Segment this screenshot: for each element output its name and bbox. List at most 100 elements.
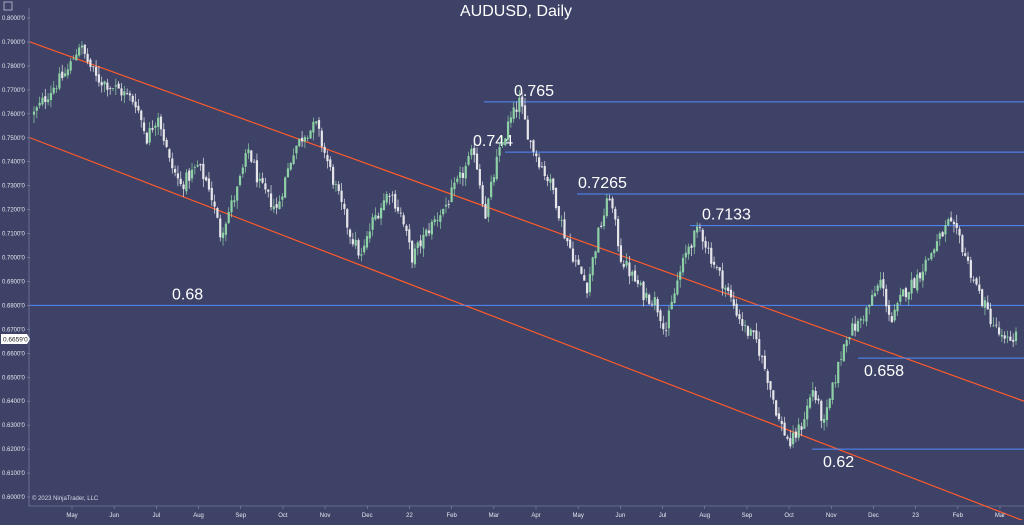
candle-body — [258, 178, 261, 181]
y-tick-label: 0.6800'0 — [2, 303, 25, 309]
candle-body — [461, 172, 465, 178]
candle-body — [402, 215, 405, 225]
candle-body — [893, 309, 896, 321]
candle-body — [453, 182, 456, 190]
candle-body — [876, 285, 879, 291]
level-label: 0.744 — [473, 133, 513, 150]
candle-body — [811, 390, 814, 397]
candle-body — [236, 186, 239, 201]
candle-body — [47, 99, 50, 103]
candle-body — [120, 88, 123, 96]
candle-body — [845, 340, 848, 347]
candle-body — [278, 201, 281, 210]
candle-body — [334, 184, 338, 186]
chart-corner-icon[interactable] — [3, 1, 13, 11]
candle-body — [207, 178, 211, 190]
candle-body — [55, 88, 58, 90]
candle-body — [605, 198, 608, 216]
candle-body — [501, 143, 504, 145]
y-tick-label: 0.7400'0 — [2, 160, 25, 166]
y-tick-label: 0.7000'0 — [2, 256, 25, 262]
candle-body — [958, 228, 961, 236]
candle-body — [213, 201, 216, 207]
candle-body — [487, 198, 490, 217]
candle-body — [662, 323, 665, 330]
candle-body — [927, 258, 930, 260]
candle-body — [394, 193, 397, 209]
candle-body — [715, 266, 718, 268]
candle-body — [868, 304, 871, 307]
candle-body — [145, 132, 148, 144]
x-tick-label: Sep — [742, 513, 753, 519]
candle-body — [199, 163, 202, 166]
candle-body — [185, 172, 188, 192]
candle-body — [825, 407, 829, 421]
candle-body — [247, 149, 250, 154]
candle-body — [193, 167, 196, 169]
candle-body — [653, 297, 656, 306]
candle-body — [411, 240, 414, 263]
x-tick-label: Dec — [868, 513, 879, 519]
candle-body — [442, 208, 445, 215]
candle-body — [227, 212, 230, 224]
chart-title: AUDUSD, Daily — [460, 3, 572, 20]
candle-body — [470, 148, 473, 156]
candle-body — [563, 219, 566, 239]
y-tick-label: 0.7600'0 — [2, 112, 25, 118]
candle-body — [791, 432, 795, 445]
candle-body — [560, 220, 563, 222]
candle-body — [433, 219, 436, 223]
candle-body — [557, 206, 560, 219]
candle-body — [238, 176, 242, 186]
candle-body — [693, 230, 696, 248]
candle-body — [848, 337, 851, 340]
candle-body — [100, 82, 103, 86]
candle-body — [602, 215, 606, 227]
candle-body — [114, 85, 117, 87]
candle-body — [814, 390, 817, 401]
candle-body — [580, 266, 583, 274]
candle-body — [538, 157, 541, 168]
candle-body — [673, 293, 676, 304]
candle-body — [983, 300, 987, 308]
candle-body — [340, 190, 343, 202]
candle-body — [885, 288, 888, 307]
candle-body — [839, 359, 843, 361]
candle-body — [676, 280, 679, 295]
candle-body — [157, 117, 160, 127]
candle-body — [696, 226, 699, 233]
candle-body — [938, 233, 941, 239]
candle-body — [379, 207, 383, 219]
candle-body — [492, 177, 496, 183]
candle-body — [458, 172, 462, 178]
candle-body — [755, 330, 758, 340]
candle-body — [667, 310, 671, 329]
y-tick-label: 0.8000'0 — [2, 16, 25, 22]
x-tick-label: May — [573, 513, 584, 519]
candle-body — [859, 319, 862, 321]
candle-body — [134, 101, 137, 108]
candle-body — [354, 239, 357, 246]
candle-body — [546, 177, 549, 182]
candle-body — [947, 219, 950, 226]
candle-body — [684, 252, 687, 258]
candle-body — [854, 323, 857, 331]
candle-body — [823, 419, 826, 423]
x-tick-label: Nov — [320, 513, 331, 519]
candle-body — [365, 236, 369, 248]
candle-body — [710, 247, 713, 264]
candle-body — [992, 325, 995, 327]
candle-body — [749, 329, 752, 336]
y-tick-label: 0.6300'0 — [2, 423, 25, 429]
candle-body — [303, 137, 306, 142]
candle-body — [196, 165, 199, 167]
candle-body — [348, 229, 352, 237]
candle-body — [591, 257, 594, 276]
candle-body — [58, 73, 61, 89]
y-axis-ticks: 0.8000'0 0.7900'0 0.7800'0 0.7700'0 0.7600'0… — [2, 16, 30, 501]
candle-body — [391, 194, 394, 196]
candle-body — [450, 187, 453, 203]
candle-body — [94, 66, 98, 76]
candle-body — [989, 308, 992, 325]
level-label: 0.62 — [823, 454, 854, 471]
